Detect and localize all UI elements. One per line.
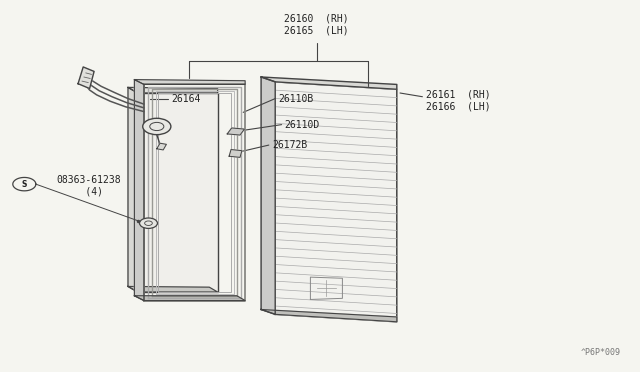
Polygon shape	[261, 310, 397, 322]
Text: ^P6P*009: ^P6P*009	[581, 348, 621, 357]
Text: 26164: 26164	[172, 94, 201, 103]
Polygon shape	[138, 93, 218, 292]
Text: 26110D: 26110D	[285, 120, 320, 129]
Polygon shape	[134, 296, 245, 301]
Polygon shape	[157, 143, 166, 150]
Polygon shape	[128, 87, 138, 292]
Polygon shape	[227, 128, 244, 135]
Circle shape	[143, 118, 171, 135]
Polygon shape	[134, 80, 144, 301]
Text: 26172B: 26172B	[272, 140, 307, 150]
Polygon shape	[78, 67, 94, 89]
Text: 08363-61238
     (4): 08363-61238 (4)	[56, 175, 121, 197]
Polygon shape	[134, 80, 245, 84]
Polygon shape	[275, 82, 397, 322]
Text: 26161  (RH)
26166  (LH): 26161 (RH) 26166 (LH)	[426, 90, 490, 111]
Text: 26160  (RH)
26165  (LH): 26160 (RH) 26165 (LH)	[285, 14, 349, 35]
Polygon shape	[261, 77, 397, 89]
Polygon shape	[261, 77, 275, 314]
Polygon shape	[128, 87, 218, 93]
Text: S: S	[22, 180, 27, 189]
Polygon shape	[229, 150, 242, 157]
Polygon shape	[128, 286, 218, 292]
Text: 26110B: 26110B	[278, 94, 314, 103]
Circle shape	[140, 218, 157, 228]
